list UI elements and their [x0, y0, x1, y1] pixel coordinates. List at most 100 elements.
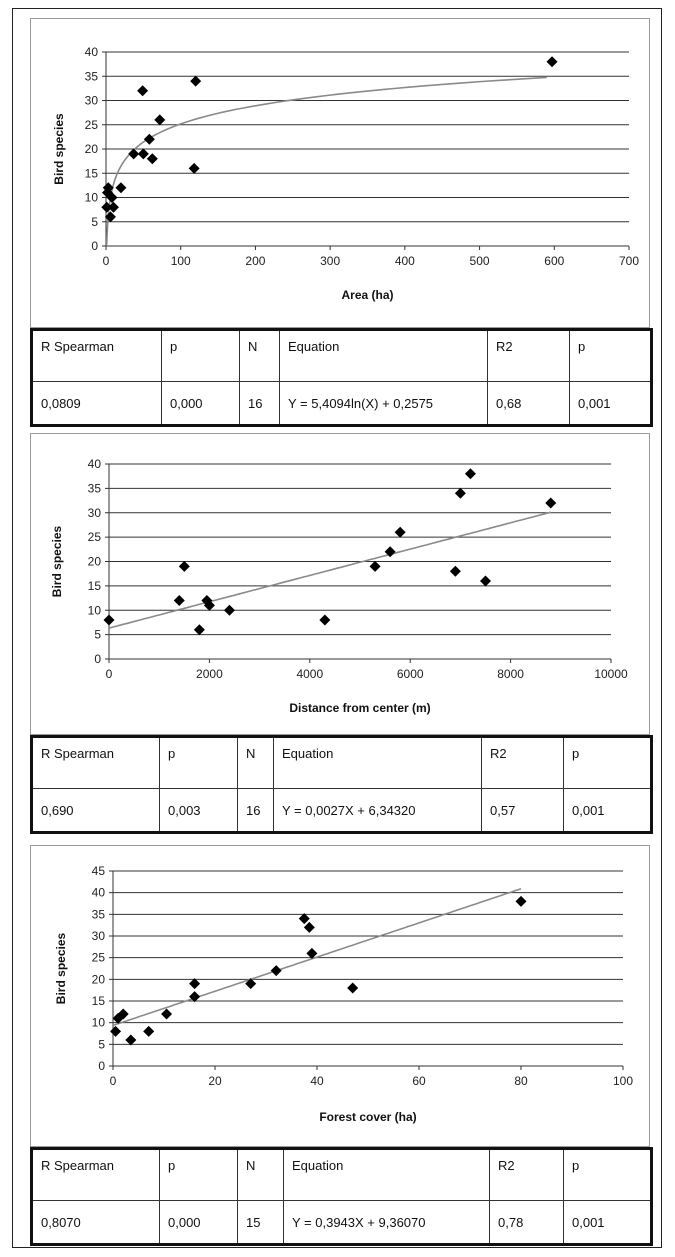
data-point — [306, 947, 318, 959]
stats-header-cell: p — [159, 736, 238, 789]
stats-value-cell: 0,8070 — [31, 1200, 160, 1245]
data-point — [103, 614, 115, 626]
data-point — [319, 614, 331, 626]
y-axis-title: Bird species — [52, 113, 66, 185]
data-point — [369, 560, 381, 572]
data-point — [270, 965, 282, 977]
data-point — [173, 595, 185, 606]
stats-header-row: R Spearman p N Equation R2 p — [31, 736, 652, 789]
stats-value-cell: 0,0809 — [31, 381, 162, 426]
y-tick-label: 0 — [94, 652, 101, 666]
x-axis-title: Distance from center (m) — [289, 701, 430, 715]
data-point — [137, 148, 149, 160]
chart-distance-box: 0 5 10 15 20 25 30 35 40 0 2000 4000 6000 8000 10000 Di… — [30, 433, 650, 735]
data-point — [128, 148, 140, 160]
stats-header-cell: Equation — [279, 329, 488, 382]
data-point — [303, 921, 315, 933]
y-tick-label: 30 — [88, 506, 102, 520]
y-tick-label: 0 — [98, 1059, 105, 1073]
y-tick-label: 0 — [91, 239, 98, 253]
x-tick-label: 0 — [103, 254, 110, 268]
stats-header-cell: R Spearman — [31, 1148, 160, 1201]
y-tick-label: 45 — [92, 864, 106, 878]
data-point — [464, 468, 476, 480]
y-tick-label: 20 — [85, 142, 99, 156]
y-tick-label: 5 — [98, 1037, 105, 1051]
data-point — [189, 978, 201, 990]
data-point — [193, 624, 205, 636]
y-tick-label: 40 — [92, 886, 106, 900]
stats-header-cell: N — [239, 329, 280, 382]
data-point — [298, 913, 310, 925]
data-point — [545, 497, 557, 509]
x-tick-label: 40 — [310, 1074, 324, 1088]
data-point — [384, 546, 396, 558]
data-point — [125, 1034, 137, 1046]
x-tick-label: 600 — [544, 254, 564, 268]
stats-value-cell: 15 — [237, 1200, 284, 1245]
data-point — [143, 133, 155, 145]
data-point — [154, 114, 166, 126]
x-tick-label: 500 — [470, 254, 490, 268]
stats-header-cell: R2 — [481, 736, 564, 789]
x-tick-label: 4000 — [296, 667, 323, 681]
stats-value-cell: 0,78 — [489, 1200, 564, 1245]
stats-table-forest: R Spearman p N Equation R2 p 0,8070 0,00… — [30, 1147, 653, 1246]
stats-value-cell: 0,690 — [31, 788, 160, 833]
y-axis-title: Bird species — [54, 932, 68, 1004]
stats-value-cell: 0,57 — [481, 788, 564, 833]
stats-header-cell: Equation — [283, 1148, 490, 1201]
x-tick-label: 700 — [619, 254, 639, 268]
stats-table-distance: R Spearman p N Equation R2 p 0,690 0,003… — [30, 735, 653, 834]
data-point — [110, 1025, 122, 1037]
stats-header-cell: R2 — [487, 329, 570, 382]
data-point — [146, 153, 158, 165]
x-tick-label: 0 — [106, 667, 113, 681]
y-tick-label: 25 — [88, 530, 102, 544]
data-point — [188, 162, 200, 174]
stats-value-cell: 0,68 — [487, 381, 570, 426]
stats-header-cell: N — [237, 736, 274, 789]
data-point — [190, 75, 202, 87]
stats-value-cell: 0,000 — [161, 381, 240, 426]
stats-header-cell: p — [569, 329, 652, 382]
stats-header-cell: R2 — [489, 1148, 564, 1201]
stats-value-cell: 0,003 — [159, 788, 238, 833]
data-point — [107, 201, 119, 213]
y-tick-label: 5 — [91, 215, 98, 229]
stats-value-cell: 0,001 — [569, 381, 652, 426]
x-tick-label: 80 — [514, 1074, 528, 1088]
x-tick-label: 20 — [208, 1074, 222, 1088]
y-tick-label: 30 — [92, 929, 106, 943]
stats-header-cell: p — [161, 329, 240, 382]
data-point — [449, 565, 461, 577]
data-point — [112, 1012, 124, 1024]
y-tick-label: 15 — [92, 994, 106, 1008]
y-tick-label: 15 — [85, 166, 99, 180]
data-point — [203, 599, 215, 611]
stats-value-cell: 0,001 — [563, 788, 652, 833]
stats-header-cell: p — [563, 1148, 652, 1201]
stats-value-cell: Y = 0,3943X + 9,36070 — [283, 1200, 490, 1245]
chart-forest-box: 0 5 10 15 20 25 30 35 40 45 0 20 40 60 80 100 Forest cov… — [30, 845, 650, 1147]
x-tick-label: 60 — [412, 1074, 426, 1088]
y-tick-label: 30 — [85, 94, 99, 108]
stats-header-cell: p — [159, 1148, 238, 1201]
x-axis-title: Forest cover (ha) — [319, 1110, 416, 1124]
data-point — [104, 211, 116, 223]
x-axis-title: Area (ha) — [341, 288, 393, 302]
stats-value-cell: Y = 0,0027X + 6,34320 — [273, 788, 482, 833]
trendline — [108, 511, 552, 629]
y-axis-title: Bird species — [50, 525, 64, 597]
y-tick-label: 10 — [92, 1016, 106, 1030]
data-point — [117, 1008, 129, 1020]
stats-value-cell: 0,001 — [563, 1200, 652, 1245]
y-tick-label: 35 — [88, 481, 102, 495]
y-tick-label: 10 — [88, 603, 102, 617]
x-tick-label: 2000 — [196, 667, 223, 681]
stats-header-row: R Spearman p N Equation R2 p — [31, 329, 652, 382]
data-point — [223, 604, 235, 616]
data-point — [480, 575, 491, 587]
data-point — [137, 85, 149, 97]
